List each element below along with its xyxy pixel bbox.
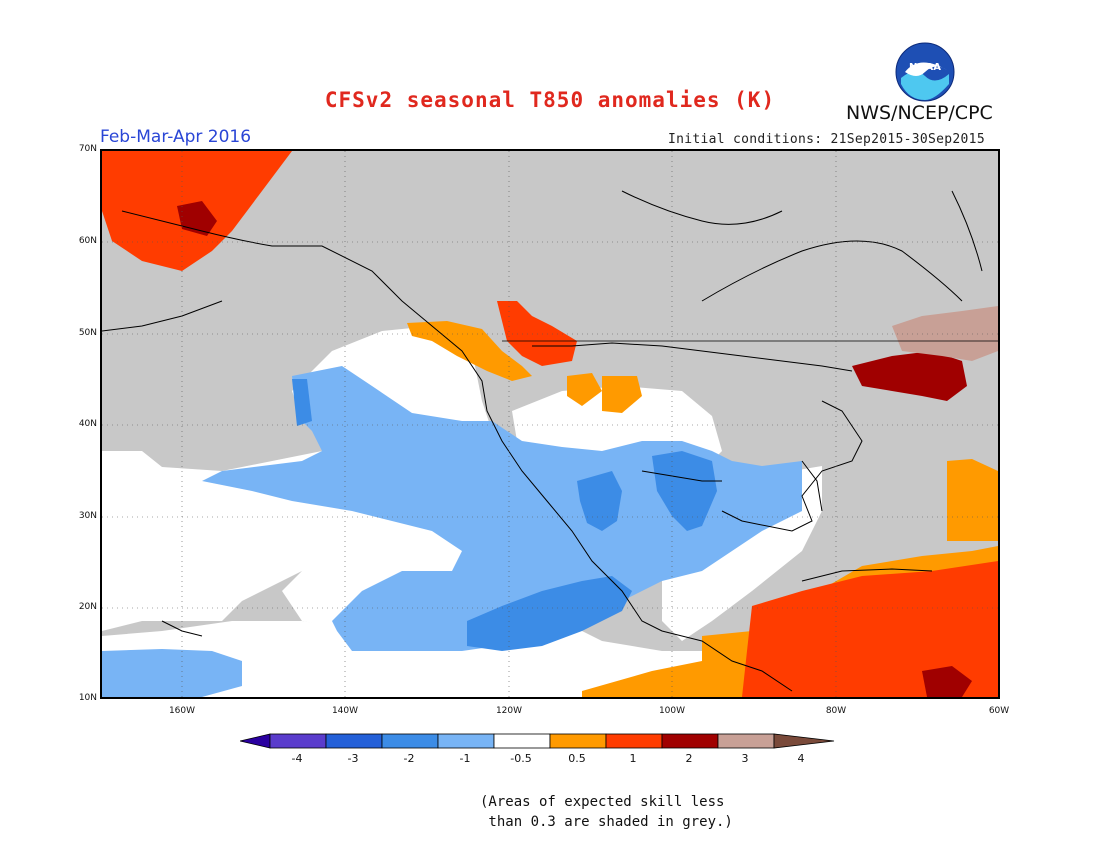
- colorbar-tick-pos3: 3: [741, 752, 749, 765]
- noaa-logo: NOAA: [895, 42, 955, 102]
- dark-red-area-northeast: [852, 351, 967, 401]
- colorbar-segment: [269, 733, 327, 749]
- colorbar-segment: [437, 733, 495, 749]
- lat-label-70n: 70N: [78, 144, 97, 154]
- graticule: [102, 151, 998, 697]
- light-blue-area-main: [202, 366, 802, 651]
- orange-area-atlantic: [947, 459, 998, 541]
- lat-label-40n: 40N: [78, 419, 97, 429]
- skill-note: (Areas of expected skill less than 0.3 a…: [480, 794, 733, 830]
- colorbar-tick-pos4: 4: [797, 752, 805, 765]
- colorbar-segment: [493, 733, 551, 749]
- chart-title: CFSv2 seasonal T850 anomalies (K): [324, 88, 776, 112]
- map-canvas: [102, 151, 998, 697]
- lat-label-20n: 20N: [78, 602, 97, 612]
- pink-area-atlantic-canada: [892, 306, 998, 361]
- orange-area-dakotas: [602, 376, 642, 413]
- lat-label-30n: 30N: [78, 511, 97, 521]
- colorbar-tick-pos05: 0.5: [568, 752, 586, 765]
- colorbar-arrow-low: [240, 733, 271, 749]
- colorbar-tick-neg05: -0.5: [510, 752, 532, 765]
- lat-label-50n: 50N: [78, 328, 97, 338]
- colorbar-arrow-high: [773, 733, 835, 749]
- colorbar-tick-neg2: -2: [403, 752, 415, 765]
- colorbar-tick-neg3: -3: [347, 752, 359, 765]
- logo-text: NOAA: [909, 62, 941, 73]
- season-label: Feb-Mar-Apr 2016: [100, 127, 252, 147]
- lon-label-160w: 160W: [168, 706, 196, 716]
- organization-label: NWS/NCEP/CPC: [846, 102, 993, 124]
- orange-area-montana: [567, 373, 602, 406]
- colorbar-segment: [605, 733, 663, 749]
- mid-blue-area-southwest-us: [577, 471, 622, 531]
- light-blue-area-southwest: [102, 649, 242, 697]
- anomaly-map: [100, 149, 1000, 699]
- colorbar-segment: [549, 733, 607, 749]
- lat-label-60n: 60N: [78, 236, 97, 246]
- red-orange-area-alberta: [497, 301, 577, 366]
- colorbar: [240, 733, 835, 749]
- initial-conditions-label: Initial conditions: 21Sep2015-30Sep2015: [668, 132, 985, 147]
- mid-blue-area-south-plains: [652, 451, 717, 531]
- lon-label-140w: 140W: [331, 706, 359, 716]
- colorbar-tick-neg1: -1: [459, 752, 471, 765]
- colorbar-segment: [381, 733, 439, 749]
- lon-label-120w: 120W: [495, 706, 523, 716]
- colorbar-segment: [325, 733, 383, 749]
- colorbar-tick-neg4: -4: [291, 752, 303, 765]
- red-orange-area-caribbean: [742, 561, 998, 697]
- lon-label-100w: 100W: [658, 706, 686, 716]
- colorbar-tick-pos2: 2: [685, 752, 693, 765]
- colorbar-segment: [717, 733, 775, 749]
- lon-label-60w: 60W: [988, 706, 1010, 716]
- mid-blue-area-pacific: [467, 576, 632, 651]
- dark-red-area-caribbean: [922, 666, 972, 697]
- lat-label-10n: 10N: [78, 693, 97, 703]
- coastlines: [102, 190, 998, 692]
- mid-blue-area-coast: [292, 379, 312, 426]
- colorbar-segment: [661, 733, 719, 749]
- orange-area-northwest: [407, 321, 532, 381]
- colorbar-tick-pos1: 1: [629, 752, 637, 765]
- lon-label-80w: 80W: [825, 706, 847, 716]
